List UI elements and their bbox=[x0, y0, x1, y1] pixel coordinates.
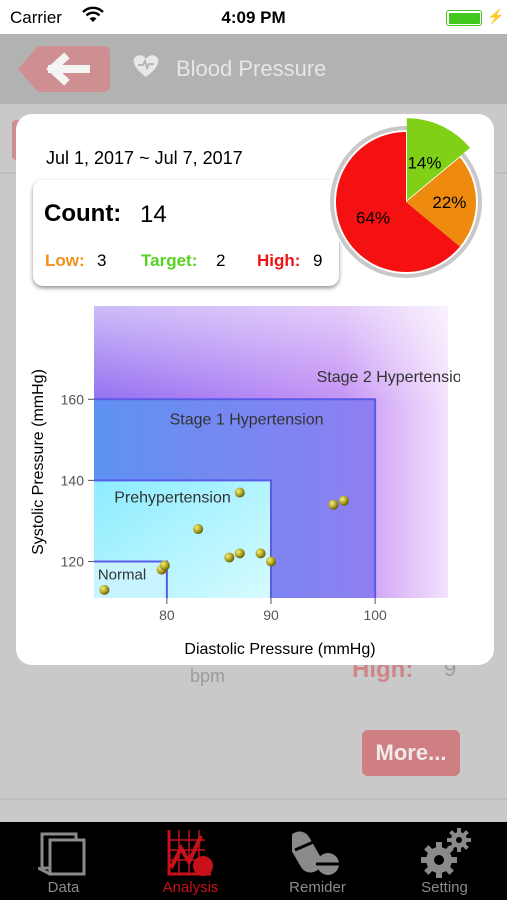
y-tick-label: 160 bbox=[61, 391, 85, 407]
tab-setting[interactable]: Setting bbox=[381, 822, 507, 900]
pie-slice bbox=[336, 132, 460, 272]
charging-icon: ⚡ bbox=[487, 8, 505, 24]
more-button[interactable]: More... bbox=[362, 730, 460, 776]
nav-bar: Blood Pressure bbox=[0, 34, 507, 104]
summary-box bbox=[33, 180, 339, 286]
scatter-point bbox=[234, 487, 245, 498]
scatter-point bbox=[234, 548, 245, 559]
document-icon bbox=[38, 832, 86, 876]
zone-stage2-shade bbox=[94, 306, 448, 409]
tab-bar: Data Analysis Remider bbox=[0, 822, 507, 900]
heart-icon bbox=[133, 55, 159, 77]
y-axis-label: Systolic Pressure (mmHg) bbox=[30, 369, 47, 555]
back-button[interactable] bbox=[18, 46, 110, 92]
zone-label: Stage 2 Hypertension bbox=[317, 369, 460, 386]
scatter-point bbox=[193, 524, 204, 535]
carrier-label: Carrier bbox=[10, 8, 62, 27]
target-label: Target: bbox=[141, 251, 198, 270]
date-range: Jul 1, 2017 ~ Jul 7, 2017 bbox=[46, 148, 243, 168]
low-value: 3 bbox=[97, 251, 107, 270]
pie-slice bbox=[406, 118, 471, 201]
scatter-point bbox=[266, 556, 276, 567]
status-bar: Carrier 4:09 PM ⚡ bbox=[0, 0, 507, 34]
scatter-point bbox=[255, 548, 266, 559]
target-value: 2 bbox=[216, 251, 226, 270]
clock: 4:09 PM bbox=[221, 8, 286, 27]
high-value: 9 bbox=[313, 251, 323, 270]
x-axis-label: Diastolic Pressure (mmHg) bbox=[184, 641, 375, 658]
scatter-point bbox=[99, 584, 110, 595]
chart-icon bbox=[167, 830, 213, 876]
zone-stage1-border bbox=[94, 398, 377, 598]
pie-slice-label: 22% bbox=[432, 193, 466, 212]
tab-label: Analysis bbox=[162, 879, 219, 896]
wifi-icon bbox=[82, 6, 104, 22]
background-bpm-label: bpm bbox=[190, 666, 226, 686]
pie-slice-label: 64% bbox=[356, 208, 390, 227]
x-tick-label: 100 bbox=[363, 607, 387, 623]
pie-slice-label: 14% bbox=[407, 154, 441, 173]
scatter-point bbox=[338, 495, 349, 506]
tab-reminder[interactable]: Remider bbox=[254, 822, 381, 900]
pie-slice bbox=[406, 157, 476, 247]
x-tick-label: 90 bbox=[263, 607, 279, 623]
page-title: Blood Pressure bbox=[176, 56, 327, 81]
scatter-point bbox=[159, 560, 170, 571]
scatter-chart: Stage 2 Hypertension Stage 1 Hypertension… bbox=[30, 306, 460, 658]
battery-icon bbox=[446, 10, 482, 26]
pill-icon bbox=[292, 831, 340, 875]
tab-label: Setting bbox=[421, 879, 468, 896]
tab-analysis[interactable]: Analysis bbox=[127, 822, 254, 900]
background-divider-bottom bbox=[0, 798, 507, 800]
scatter-point bbox=[328, 499, 339, 510]
scatter-point bbox=[224, 552, 235, 563]
y-tick-label: 120 bbox=[61, 554, 85, 570]
zone-label: Normal bbox=[98, 567, 146, 584]
pie-chart: 14% 22% 64% bbox=[328, 118, 492, 282]
low-label: Low: bbox=[45, 251, 85, 270]
tab-data[interactable]: Data bbox=[0, 822, 127, 900]
tab-label: Data bbox=[47, 879, 80, 896]
zone-label: Stage 1 Hypertension bbox=[170, 411, 324, 428]
gear-icon bbox=[421, 828, 471, 878]
count-value: 14 bbox=[140, 201, 167, 228]
tab-label: Remider bbox=[289, 879, 346, 896]
x-tick-label: 80 bbox=[159, 607, 175, 623]
y-tick-label: 140 bbox=[61, 472, 85, 488]
count-label: Count: bbox=[44, 200, 122, 227]
high-label: High: bbox=[257, 251, 301, 270]
zone-label: Prehypertension bbox=[114, 489, 231, 506]
